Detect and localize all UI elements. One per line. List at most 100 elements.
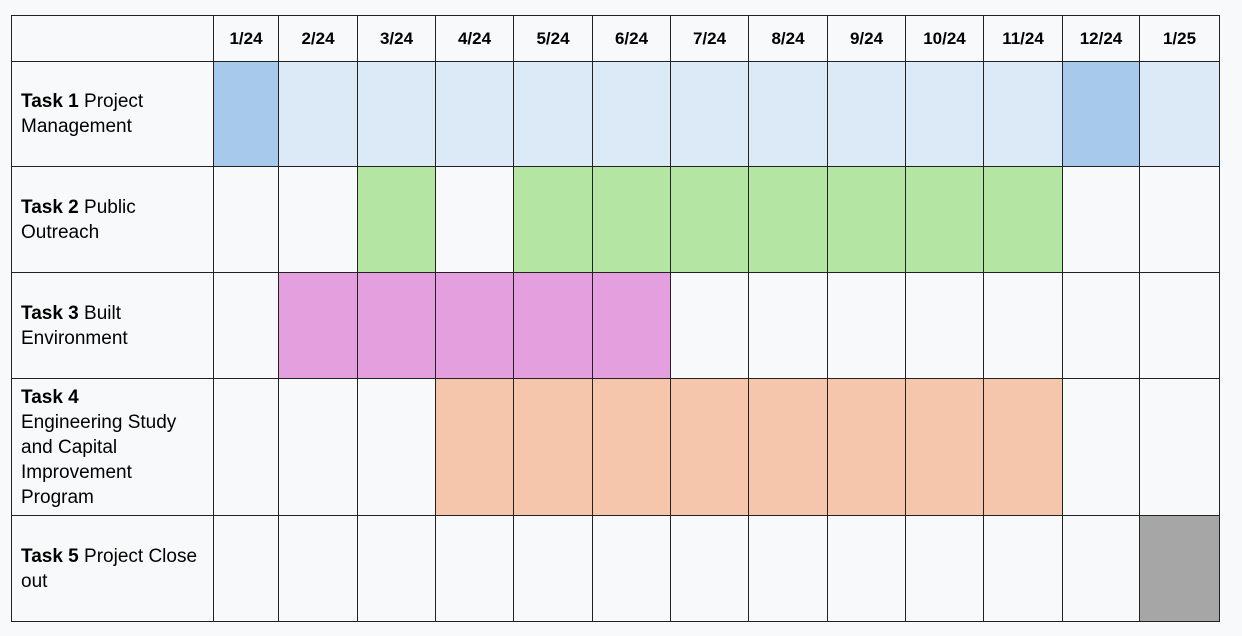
empty-cell — [905, 272, 984, 379]
empty-cell — [1139, 378, 1220, 516]
empty-cell — [435, 515, 514, 622]
schedule-bar-cell — [435, 61, 514, 167]
schedule-bar-cell — [513, 61, 593, 167]
empty-cell — [827, 515, 906, 622]
schedule-bar-cell — [905, 378, 984, 516]
task-row: Task 4 Engineering Study and Capital Impr… — [11, 378, 1220, 516]
task-number: Task 1 — [21, 91, 79, 112]
schedule-bar-cell — [748, 166, 828, 273]
schedule-bar-cell — [670, 166, 749, 273]
month-header: 10/24 — [905, 15, 984, 62]
month-header: 1/24 — [213, 15, 279, 62]
empty-cell — [983, 515, 1063, 622]
corner-cell — [11, 15, 214, 62]
schedule-bar-cell — [1139, 61, 1220, 167]
schedule-bar-cell — [983, 378, 1063, 516]
task-label: Task 2 Public Outreach — [11, 166, 214, 273]
schedule-bar-cell — [513, 166, 593, 273]
month-header: 12/24 — [1062, 15, 1140, 62]
header-row: 1/24 2/24 3/24 4/24 5/24 6/24 7/24 8/24 9/24 10/2… — [11, 15, 1220, 62]
empty-cell — [357, 515, 436, 622]
schedule-bar-cell — [278, 272, 358, 379]
schedule-bar-cell — [357, 272, 436, 379]
month-header: 11/24 — [983, 15, 1063, 62]
empty-cell — [983, 272, 1063, 379]
schedule-bar-cell — [748, 61, 828, 167]
schedule-bar-cell — [670, 378, 749, 516]
month-header: 3/24 — [357, 15, 436, 62]
schedule-bar-cell — [357, 61, 436, 167]
empty-cell — [357, 378, 436, 516]
empty-cell — [278, 166, 358, 273]
task-label: Task 1 Project Management — [11, 61, 214, 167]
schedule-bar-cell — [1139, 515, 1220, 622]
schedule-bar-cell — [827, 166, 906, 273]
empty-cell — [213, 272, 279, 379]
month-header: 6/24 — [592, 15, 671, 62]
month-header: 5/24 — [513, 15, 593, 62]
schedule-bar-cell — [905, 61, 984, 167]
empty-cell — [213, 378, 279, 516]
empty-cell — [513, 515, 593, 622]
schedule-bar-cell — [827, 61, 906, 167]
month-header: 4/24 — [435, 15, 514, 62]
task-label: Task 3 Built Environment — [11, 272, 214, 379]
gantt-table: 1/24 2/24 3/24 4/24 5/24 6/24 7/24 8/24 9/24 10/2… — [11, 15, 1220, 622]
schedule-bar-cell — [827, 378, 906, 516]
schedule-bar-cell — [905, 166, 984, 273]
schedule-bar-cell — [983, 61, 1063, 167]
schedule-bar-cell — [213, 61, 279, 167]
empty-cell — [1062, 166, 1140, 273]
empty-cell — [278, 378, 358, 516]
empty-cell — [748, 515, 828, 622]
empty-cell — [1062, 272, 1140, 379]
task-title: Project Close out — [21, 545, 198, 592]
month-header: 9/24 — [827, 15, 906, 62]
empty-cell — [905, 515, 984, 622]
empty-cell — [435, 166, 514, 273]
empty-cell — [1139, 166, 1220, 273]
month-header: 2/24 — [278, 15, 358, 62]
task-row: Task 1 Project Management — [11, 61, 1220, 167]
task-row: Task 3 Built Environment — [11, 272, 1220, 379]
task-title: Public Outreach — [21, 196, 136, 243]
schedule-bar-cell — [592, 378, 671, 516]
schedule-bar-cell — [592, 166, 671, 273]
empty-cell — [827, 272, 906, 379]
schedule-bar-cell — [435, 272, 514, 379]
schedule-bar-cell — [592, 272, 671, 379]
task-label: Task 5 Project Close out — [11, 515, 214, 622]
schedule-bar-cell — [513, 272, 593, 379]
task-number: Task 5 — [21, 545, 79, 567]
empty-cell — [278, 515, 358, 622]
schedule-bar-cell — [278, 61, 358, 167]
month-header: 1/25 — [1139, 15, 1220, 62]
empty-cell — [1062, 378, 1140, 516]
month-header: 7/24 — [670, 15, 749, 62]
task-number: Task 2 — [21, 196, 79, 218]
empty-cell — [592, 515, 671, 622]
empty-cell — [748, 272, 828, 379]
empty-cell — [1062, 515, 1140, 622]
schedule-bar-cell — [748, 378, 828, 516]
task-title: Project Management — [21, 91, 144, 137]
schedule-bar-cell — [435, 378, 514, 516]
task-number: Task 3 — [21, 302, 79, 324]
task-label: Task 4 Engineering Study and Capital Impr… — [11, 378, 214, 516]
task-row: Task 5 Project Close out — [11, 515, 1220, 622]
task-number: Task 4 — [21, 386, 79, 408]
empty-cell — [670, 515, 749, 622]
empty-cell — [213, 166, 279, 273]
schedule-bar-cell — [670, 61, 749, 167]
schedule-bar-cell — [357, 166, 436, 273]
schedule-bar-cell — [592, 61, 671, 167]
empty-cell — [213, 515, 279, 622]
schedule-bar-cell — [983, 166, 1063, 273]
schedule-bar-cell — [1062, 61, 1140, 167]
schedule-bar-cell — [513, 378, 593, 516]
empty-cell — [670, 272, 749, 379]
task-row: Task 2 Public Outreach — [11, 166, 1220, 273]
month-header: 8/24 — [748, 15, 828, 62]
task-title: Engineering Study and Capital Improvemen… — [21, 411, 177, 508]
empty-cell — [1139, 272, 1220, 379]
